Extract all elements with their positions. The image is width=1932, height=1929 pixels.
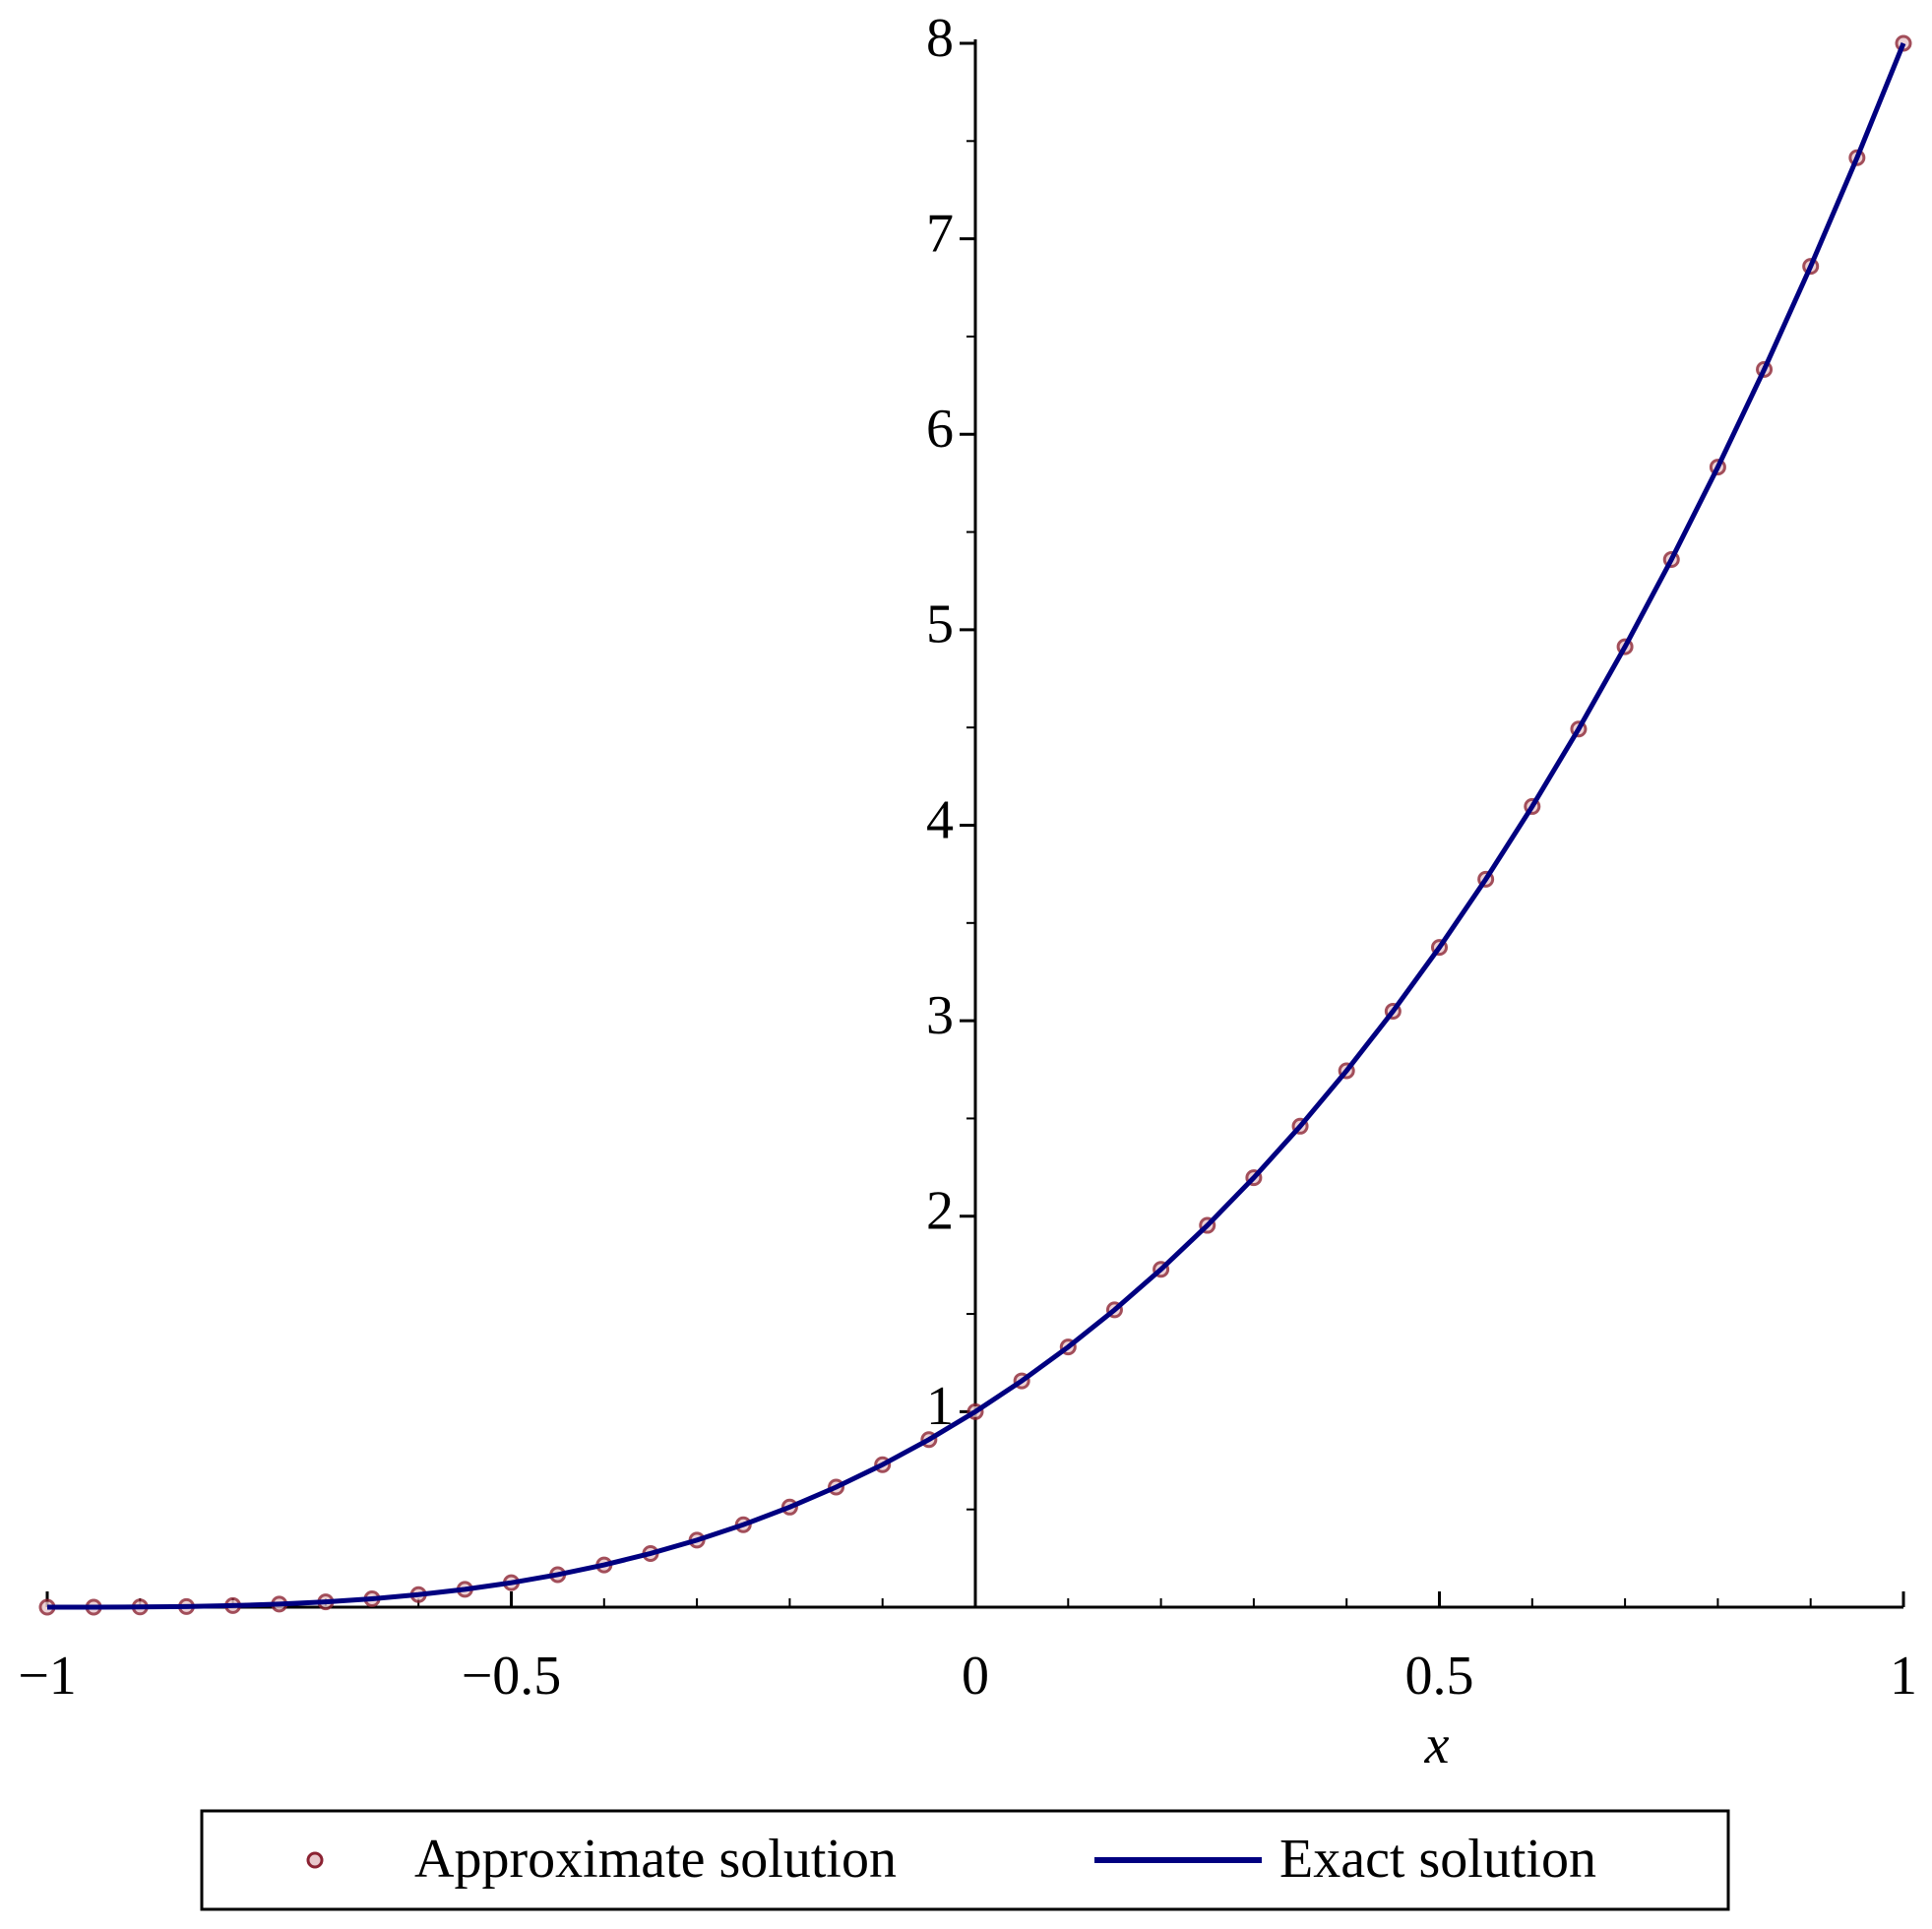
y-tick-label: 2 xyxy=(926,1181,954,1242)
y-tick-label: 3 xyxy=(926,985,954,1046)
legend-box xyxy=(200,1809,1730,1911)
y-tick-label: 8 xyxy=(926,8,954,69)
x-tick-label: 1 xyxy=(1890,1646,1917,1707)
legend-label: Exact solution xyxy=(1279,1829,1596,1890)
line xyxy=(46,42,1906,1610)
x-tick-label: 0 xyxy=(962,1646,989,1707)
y-tick-label: 5 xyxy=(926,594,954,655)
legend-label: Approximate solution xyxy=(414,1829,897,1890)
x-tick-label: 0.5 xyxy=(1405,1646,1474,1707)
x-tick-label: −0.5 xyxy=(462,1646,562,1707)
y-tick-label: 6 xyxy=(926,399,954,460)
y-tick-label: 4 xyxy=(926,789,954,850)
x-tick-label: −1 xyxy=(18,1646,77,1707)
legend-marker xyxy=(306,1851,324,1869)
x-axis-label: x xyxy=(1424,1714,1450,1775)
y-tick-label: 7 xyxy=(926,203,954,264)
